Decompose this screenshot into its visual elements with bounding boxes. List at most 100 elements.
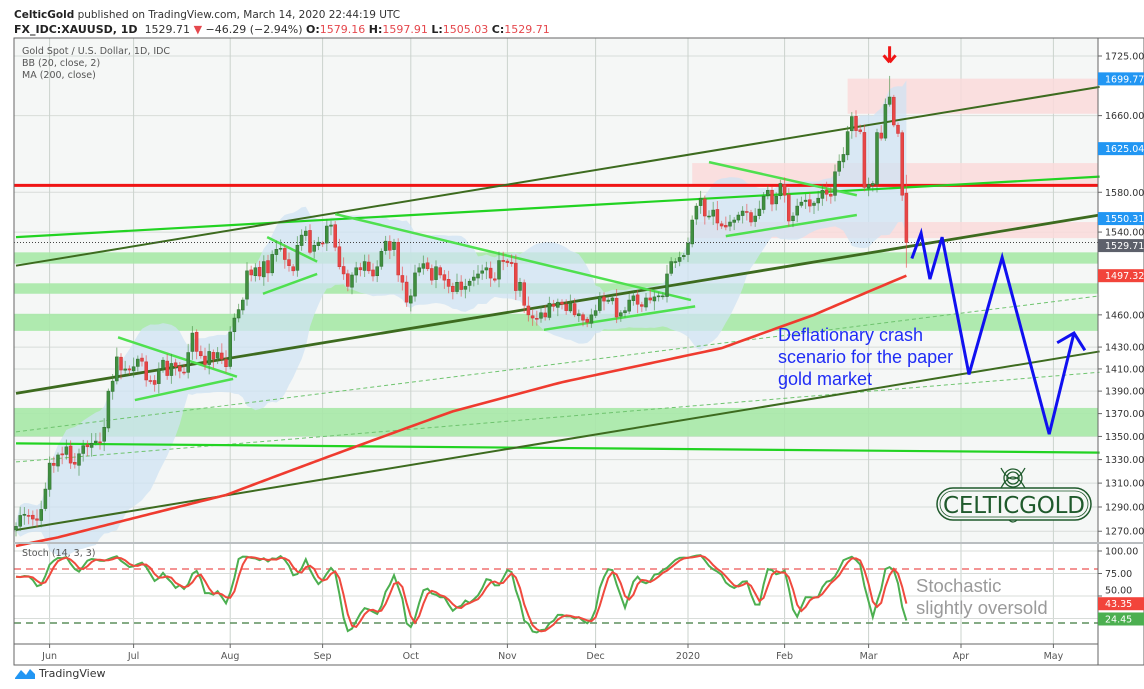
triangle-pattern-line[interactable] [708, 160, 858, 197]
candle[interactable] [283, 245, 287, 269]
candle[interactable] [715, 201, 720, 231]
candle[interactable] [501, 251, 505, 271]
candle[interactable] [551, 299, 556, 312]
candle[interactable] [854, 110, 858, 138]
candle[interactable] [77, 448, 81, 476]
candle[interactable] [182, 363, 186, 376]
triangle-pattern-line[interactable] [117, 336, 238, 378]
candle[interactable] [875, 128, 879, 193]
candle[interactable] [526, 296, 531, 322]
candle[interactable] [761, 192, 766, 214]
candle[interactable] [371, 263, 375, 282]
candle[interactable] [719, 220, 724, 229]
candle[interactable] [455, 273, 459, 295]
candle[interactable] [858, 124, 862, 135]
author-name[interactable]: CelticGold [14, 9, 75, 21]
candle[interactable] [26, 509, 31, 525]
candle[interactable] [472, 270, 476, 287]
candle[interactable] [740, 206, 745, 224]
triangle-pattern-line[interactable] [334, 212, 692, 302]
candle[interactable] [60, 446, 64, 465]
candle[interactable] [119, 353, 123, 380]
candle[interactable] [194, 329, 199, 360]
candle[interactable] [518, 277, 522, 297]
candle[interactable] [581, 312, 585, 327]
candle[interactable] [808, 192, 812, 213]
candle[interactable] [703, 195, 707, 225]
candle[interactable] [161, 357, 165, 373]
candle[interactable] [47, 456, 52, 497]
candle[interactable] [278, 239, 283, 252]
candle[interactable] [829, 186, 833, 204]
candle[interactable] [614, 289, 619, 324]
ma200-line[interactable] [15, 274, 907, 548]
candle[interactable] [18, 506, 22, 532]
bright-green-trend-line[interactable] [15, 175, 1100, 239]
candle[interactable] [291, 264, 295, 276]
candle[interactable] [85, 440, 90, 457]
candle[interactable] [845, 125, 850, 161]
candle[interactable] [136, 355, 140, 372]
candle[interactable] [241, 297, 245, 315]
candle[interactable] [22, 507, 27, 525]
candle[interactable] [400, 266, 405, 291]
candle[interactable] [623, 306, 627, 318]
candle[interactable] [593, 304, 598, 319]
candle[interactable] [425, 257, 430, 272]
candle[interactable] [383, 235, 388, 255]
candle[interactable] [539, 306, 543, 323]
candle[interactable] [644, 293, 648, 311]
candle[interactable] [299, 229, 304, 251]
candle[interactable] [64, 439, 69, 460]
triangle-pattern-line[interactable] [134, 377, 234, 402]
candle[interactable] [631, 290, 636, 306]
candle[interactable] [232, 313, 237, 341]
candle[interactable] [547, 296, 552, 321]
candle[interactable] [320, 240, 325, 247]
candle[interactable] [39, 500, 43, 528]
candle[interactable] [211, 349, 216, 369]
candle[interactable] [837, 154, 841, 176]
candle[interactable] [673, 258, 678, 269]
candle[interactable] [262, 255, 266, 286]
candle[interactable] [602, 292, 606, 311]
candle[interactable] [287, 252, 291, 272]
candle[interactable] [484, 261, 489, 280]
candle[interactable] [530, 309, 535, 326]
candle[interactable] [476, 265, 480, 285]
candle[interactable] [850, 112, 854, 139]
candle[interactable] [451, 282, 455, 300]
candle[interactable] [329, 220, 333, 236]
candle[interactable] [690, 215, 694, 248]
candle[interactable] [165, 354, 169, 380]
candle[interactable] [497, 251, 501, 288]
candle[interactable] [173, 358, 178, 376]
candle[interactable] [749, 209, 753, 227]
candle[interactable] [199, 345, 203, 359]
candle[interactable] [833, 164, 837, 202]
candle[interactable] [488, 261, 493, 287]
candle[interactable] [757, 200, 762, 220]
candle[interactable] [102, 418, 106, 452]
candle[interactable] [362, 254, 367, 278]
candle[interactable] [421, 255, 426, 275]
candle[interactable] [379, 248, 384, 270]
stoch-k-line[interactable] [15, 554, 908, 634]
candle[interactable] [887, 75, 892, 107]
candle[interactable] [778, 179, 783, 200]
candle[interactable] [896, 122, 900, 138]
candle[interactable] [820, 184, 825, 206]
candle[interactable] [325, 218, 329, 252]
candle[interactable] [841, 147, 846, 169]
candle[interactable] [745, 203, 749, 221]
triangle-pattern-line[interactable] [262, 272, 318, 295]
candle[interactable] [677, 251, 682, 267]
candle[interactable] [556, 298, 560, 317]
candle[interactable] [871, 180, 875, 192]
candle[interactable] [106, 388, 111, 433]
candle[interactable] [686, 237, 690, 263]
candle[interactable] [274, 240, 279, 262]
candle[interactable] [770, 186, 774, 212]
candle[interactable] [220, 343, 224, 364]
